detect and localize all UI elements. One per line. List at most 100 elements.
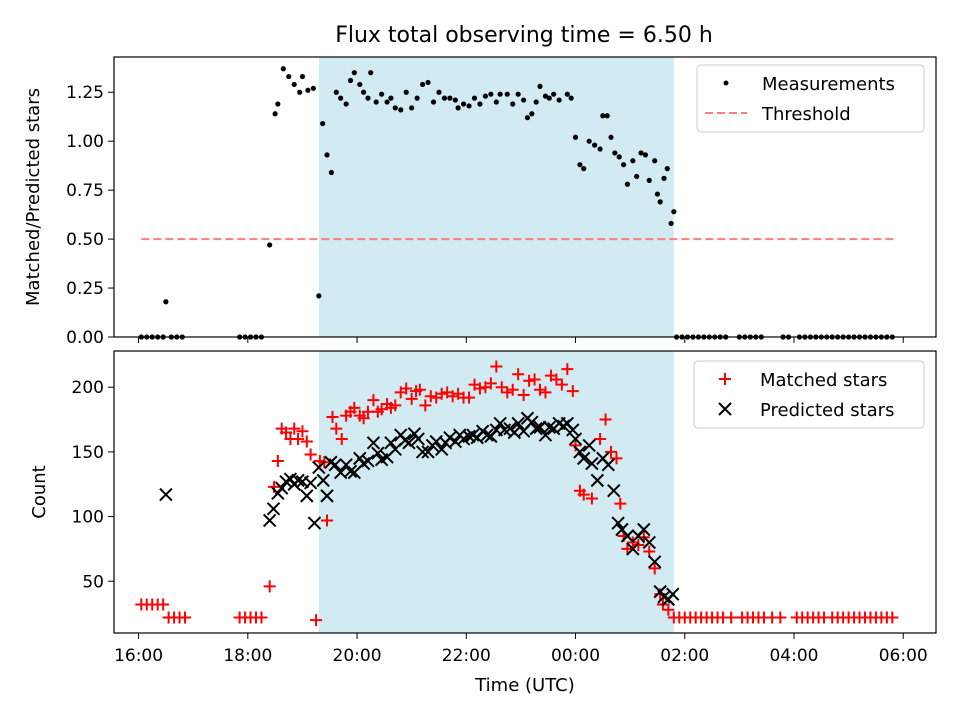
measurement-point bbox=[357, 81, 363, 88]
y-tick-label: 50 bbox=[82, 572, 104, 592]
matched-star-point bbox=[528, 373, 541, 386]
matched-star-point bbox=[271, 454, 284, 467]
measurement-point bbox=[373, 99, 379, 105]
measurement-point bbox=[455, 105, 461, 111]
y-tick-label: 1.00 bbox=[66, 132, 104, 152]
predicted-star-point bbox=[511, 416, 525, 431]
ratio-panel: 0.00 0.25 0.50 0.75 1.00 1.25 Matched/Predict… bbox=[23, 56, 937, 348]
measurement-point bbox=[403, 89, 409, 95]
measurement-point bbox=[577, 162, 583, 168]
count-panel-frame bbox=[113, 350, 937, 634]
measurement-point bbox=[537, 83, 543, 89]
matched-star-point bbox=[255, 611, 268, 624]
measurement-point bbox=[586, 138, 592, 144]
measurement-point bbox=[452, 97, 458, 103]
matched-star-point bbox=[725, 611, 738, 624]
y-tick-label: 0.50 bbox=[66, 230, 104, 250]
predicted-star-point bbox=[307, 516, 322, 530]
predicted-star-point bbox=[542, 420, 557, 435]
measurement-point bbox=[521, 97, 527, 103]
ratio-legend: Measurements Threshold bbox=[696, 64, 925, 133]
matched-star-point bbox=[774, 611, 787, 624]
measurement-point bbox=[624, 181, 631, 187]
measurement-point bbox=[488, 91, 494, 97]
predicted-star-point bbox=[361, 454, 375, 468]
measurement-point bbox=[612, 150, 618, 156]
observing-window-span-lower bbox=[318, 351, 674, 633]
predicted-star-point bbox=[480, 428, 494, 442]
count-x-axis-ticks: 16:00 18:00 20:00 22:00 00:00 02:00 04:00 06:00 bbox=[114, 633, 928, 666]
predicted-star-point bbox=[303, 476, 318, 490]
chart-title: Flux total observing time = 6.50 h bbox=[335, 23, 713, 48]
matched-star-point bbox=[512, 368, 525, 381]
measurement-point bbox=[447, 95, 453, 101]
matched-star-point bbox=[523, 374, 536, 387]
predicted-star-point bbox=[291, 473, 305, 488]
matched-star-point bbox=[367, 394, 380, 407]
measurement-point bbox=[616, 154, 622, 160]
matched-star-point bbox=[886, 611, 899, 624]
predicted-star-point bbox=[343, 464, 358, 479]
matched-star-point bbox=[484, 377, 497, 390]
count-legend: Matched stars Predicted stars bbox=[693, 360, 925, 429]
count-panel: 50 100 150 200 16:00 18:00 20:00 22:00 00:00 02:… bbox=[29, 350, 937, 696]
matched-star-point bbox=[263, 580, 276, 593]
measurement-point bbox=[299, 73, 306, 80]
measurement-point bbox=[638, 150, 644, 156]
matched-star-point bbox=[296, 425, 309, 438]
matched-star-point bbox=[288, 422, 301, 435]
measurement-point bbox=[466, 103, 472, 109]
measurement-point bbox=[477, 101, 483, 107]
matched-star-point bbox=[326, 410, 339, 423]
measurement-point bbox=[441, 95, 448, 101]
measurement-point bbox=[460, 101, 467, 107]
measurement-point bbox=[267, 242, 273, 248]
matched-star-point bbox=[419, 399, 432, 412]
measurement-point bbox=[368, 70, 374, 76]
matched-star-point bbox=[662, 603, 675, 616]
predicted-star-point bbox=[637, 522, 651, 537]
measurement-point bbox=[384, 99, 390, 105]
predicted-star-point bbox=[266, 502, 281, 516]
measurement-point bbox=[597, 146, 603, 152]
legend-predicted-label: Predicted stars bbox=[760, 400, 894, 421]
ratio-x-axis-ticks bbox=[138, 337, 904, 343]
predicted-star-point bbox=[611, 516, 625, 530]
measurement-point bbox=[414, 95, 420, 101]
measurement-point bbox=[163, 299, 169, 305]
legend-predicted-marker bbox=[718, 402, 732, 416]
matched-star-point bbox=[375, 403, 388, 416]
predicted-star-point bbox=[648, 555, 662, 569]
matched-star-point bbox=[463, 391, 476, 404]
measurement-point bbox=[482, 93, 489, 99]
y-tick-label: 200 bbox=[72, 378, 104, 398]
measurement-point bbox=[604, 113, 610, 119]
predicted-star-point bbox=[573, 445, 587, 459]
measurement-point bbox=[504, 91, 510, 97]
measurement-point bbox=[529, 111, 535, 117]
measurement-point bbox=[546, 95, 552, 101]
measurement-point bbox=[510, 101, 516, 107]
measurement-point bbox=[324, 152, 330, 158]
y-tick-label: 0.75 bbox=[66, 181, 104, 201]
predicted-star-point bbox=[601, 458, 615, 472]
predicted-star-point bbox=[320, 489, 334, 503]
measurement-point bbox=[305, 87, 311, 93]
measurement-point bbox=[654, 191, 661, 197]
y-tick-label: 100 bbox=[72, 508, 104, 528]
measurement-point bbox=[425, 79, 431, 86]
x-tick-label: 06:00 bbox=[879, 646, 928, 666]
matched-star-point bbox=[577, 488, 590, 501]
legend-matched-label: Matched stars bbox=[760, 370, 887, 391]
matched-star-point bbox=[495, 381, 508, 394]
measurement-point bbox=[286, 73, 292, 80]
predicted-star-point bbox=[529, 421, 543, 436]
ratio-panel-frame bbox=[113, 56, 937, 338]
measurement-point bbox=[297, 89, 303, 95]
measurement-point bbox=[388, 95, 394, 101]
matched-star-point bbox=[424, 390, 437, 403]
matched-star-point bbox=[400, 382, 413, 395]
predicted-star-point bbox=[577, 451, 591, 466]
measurement-point bbox=[642, 152, 649, 158]
matched-star-point bbox=[348, 401, 361, 414]
